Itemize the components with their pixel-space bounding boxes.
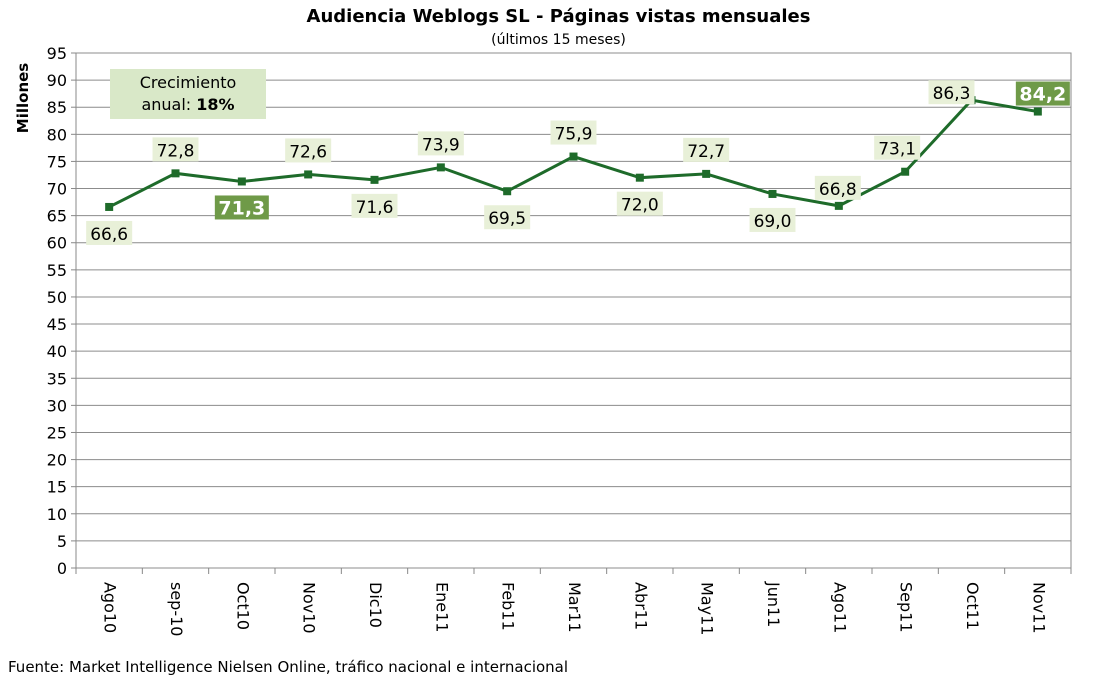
y-tick-label: 15 (47, 478, 67, 497)
data-label-bg (484, 205, 531, 230)
growth-annotation-line1: Crecimiento (139, 73, 237, 92)
y-tick-label: 65 (47, 207, 67, 226)
x-tick-label: Oct11 (963, 582, 982, 630)
y-axis-label: Millones (14, 63, 32, 134)
y-tick-label: 95 (47, 44, 67, 63)
growth-annotation-prefix: anual: (141, 95, 197, 114)
x-tick-label: Nov11 (1029, 582, 1048, 634)
data-label-bg (285, 138, 332, 163)
chart-title: Audiencia Weblogs SL - Páginas vistas me… (306, 6, 811, 27)
growth-annotation: Crecimiento anual: 18% (110, 69, 266, 119)
data-label-bg (874, 135, 921, 160)
x-tick-label: Mar11 (565, 582, 584, 633)
x-tick-label: Abr11 (631, 582, 650, 630)
data-label: 73,1 (878, 140, 916, 160)
chart-subtitle: (últimos 15 meses) (491, 32, 626, 48)
growth-annotation-value: 18% (196, 95, 235, 114)
y-tick-label: 0 (57, 559, 67, 578)
y-tick-label: 30 (47, 396, 67, 415)
y-tick-label: 60 (47, 234, 67, 253)
data-point (503, 187, 512, 196)
data-label-bg (1015, 81, 1070, 106)
data-label-bg (814, 175, 861, 200)
data-label-bg (417, 131, 464, 156)
y-tick-label: 55 (47, 261, 67, 280)
data-label-bg (928, 80, 975, 105)
data-point (105, 202, 114, 211)
y-tick-label: 20 (47, 451, 67, 470)
data-label: 71,3 (218, 197, 265, 219)
x-tick-label: Feb11 (499, 582, 518, 631)
data-label: 84,2 (1019, 84, 1066, 106)
data-label-bg (214, 195, 269, 220)
x-tick-label: Ago10 (101, 582, 120, 633)
data-label-bg (152, 137, 199, 162)
data-label: 73,9 (422, 135, 460, 155)
x-tick-label: Jun11 (764, 581, 783, 627)
y-tick-label: 35 (47, 369, 67, 388)
data-label: 66,8 (819, 180, 857, 200)
data-point (834, 201, 843, 210)
data-point (635, 173, 644, 182)
data-label: 86,3 (933, 84, 971, 104)
data-label: 72,6 (289, 142, 327, 162)
data-point (901, 167, 910, 176)
data-label: 72,8 (157, 141, 195, 161)
x-tick-label: sep-10 (167, 582, 186, 636)
y-tick-label: 50 (47, 288, 67, 307)
x-tick-label: Ene11 (432, 582, 451, 632)
data-point (768, 189, 777, 198)
data-label: 69,0 (754, 212, 792, 232)
y-tick-label: 25 (47, 423, 67, 442)
data-point (1033, 107, 1042, 116)
y-tick-label: 80 (47, 125, 67, 144)
data-point (237, 177, 246, 186)
x-tick-label: Sep11 (897, 582, 916, 633)
data-label: 72,0 (621, 196, 659, 216)
data-point (569, 152, 578, 161)
data-point (702, 169, 711, 178)
y-tick-label: 90 (47, 71, 67, 90)
data-label: 75,9 (555, 125, 593, 145)
source-note: Fuente: Market Intelligence Nielsen Onli… (8, 658, 569, 676)
x-tick-label: Oct10 (233, 582, 252, 630)
y-tick-label: 85 (47, 98, 67, 117)
growth-annotation-line2: anual: 18% (110, 94, 266, 116)
data-label-bg (550, 120, 597, 145)
data-point (370, 175, 379, 184)
y-tick-label: 5 (57, 532, 67, 551)
y-tick-label: 40 (47, 342, 67, 361)
data-label-bg (86, 220, 133, 245)
x-tick-label: Dic10 (366, 582, 385, 628)
data-label-bg (749, 207, 796, 232)
y-tick-label: 10 (47, 505, 67, 524)
x-tick-label: Nov10 (300, 582, 319, 634)
data-label-bg (351, 193, 398, 218)
data-label-bg (683, 137, 730, 162)
y-tick-label: 45 (47, 315, 67, 334)
y-tick-label: 75 (47, 152, 67, 171)
data-point (304, 170, 313, 179)
y-tick-label: 70 (47, 180, 67, 199)
data-label: 69,5 (488, 209, 526, 229)
x-tick-label: Ago11 (830, 582, 849, 633)
data-label: 71,6 (356, 198, 394, 218)
x-tick-label: May11 (698, 582, 717, 635)
data-label: 72,7 (687, 142, 725, 162)
data-point (436, 163, 445, 172)
data-label-bg (616, 191, 663, 216)
data-point (171, 169, 180, 178)
data-label: 66,6 (90, 225, 128, 245)
